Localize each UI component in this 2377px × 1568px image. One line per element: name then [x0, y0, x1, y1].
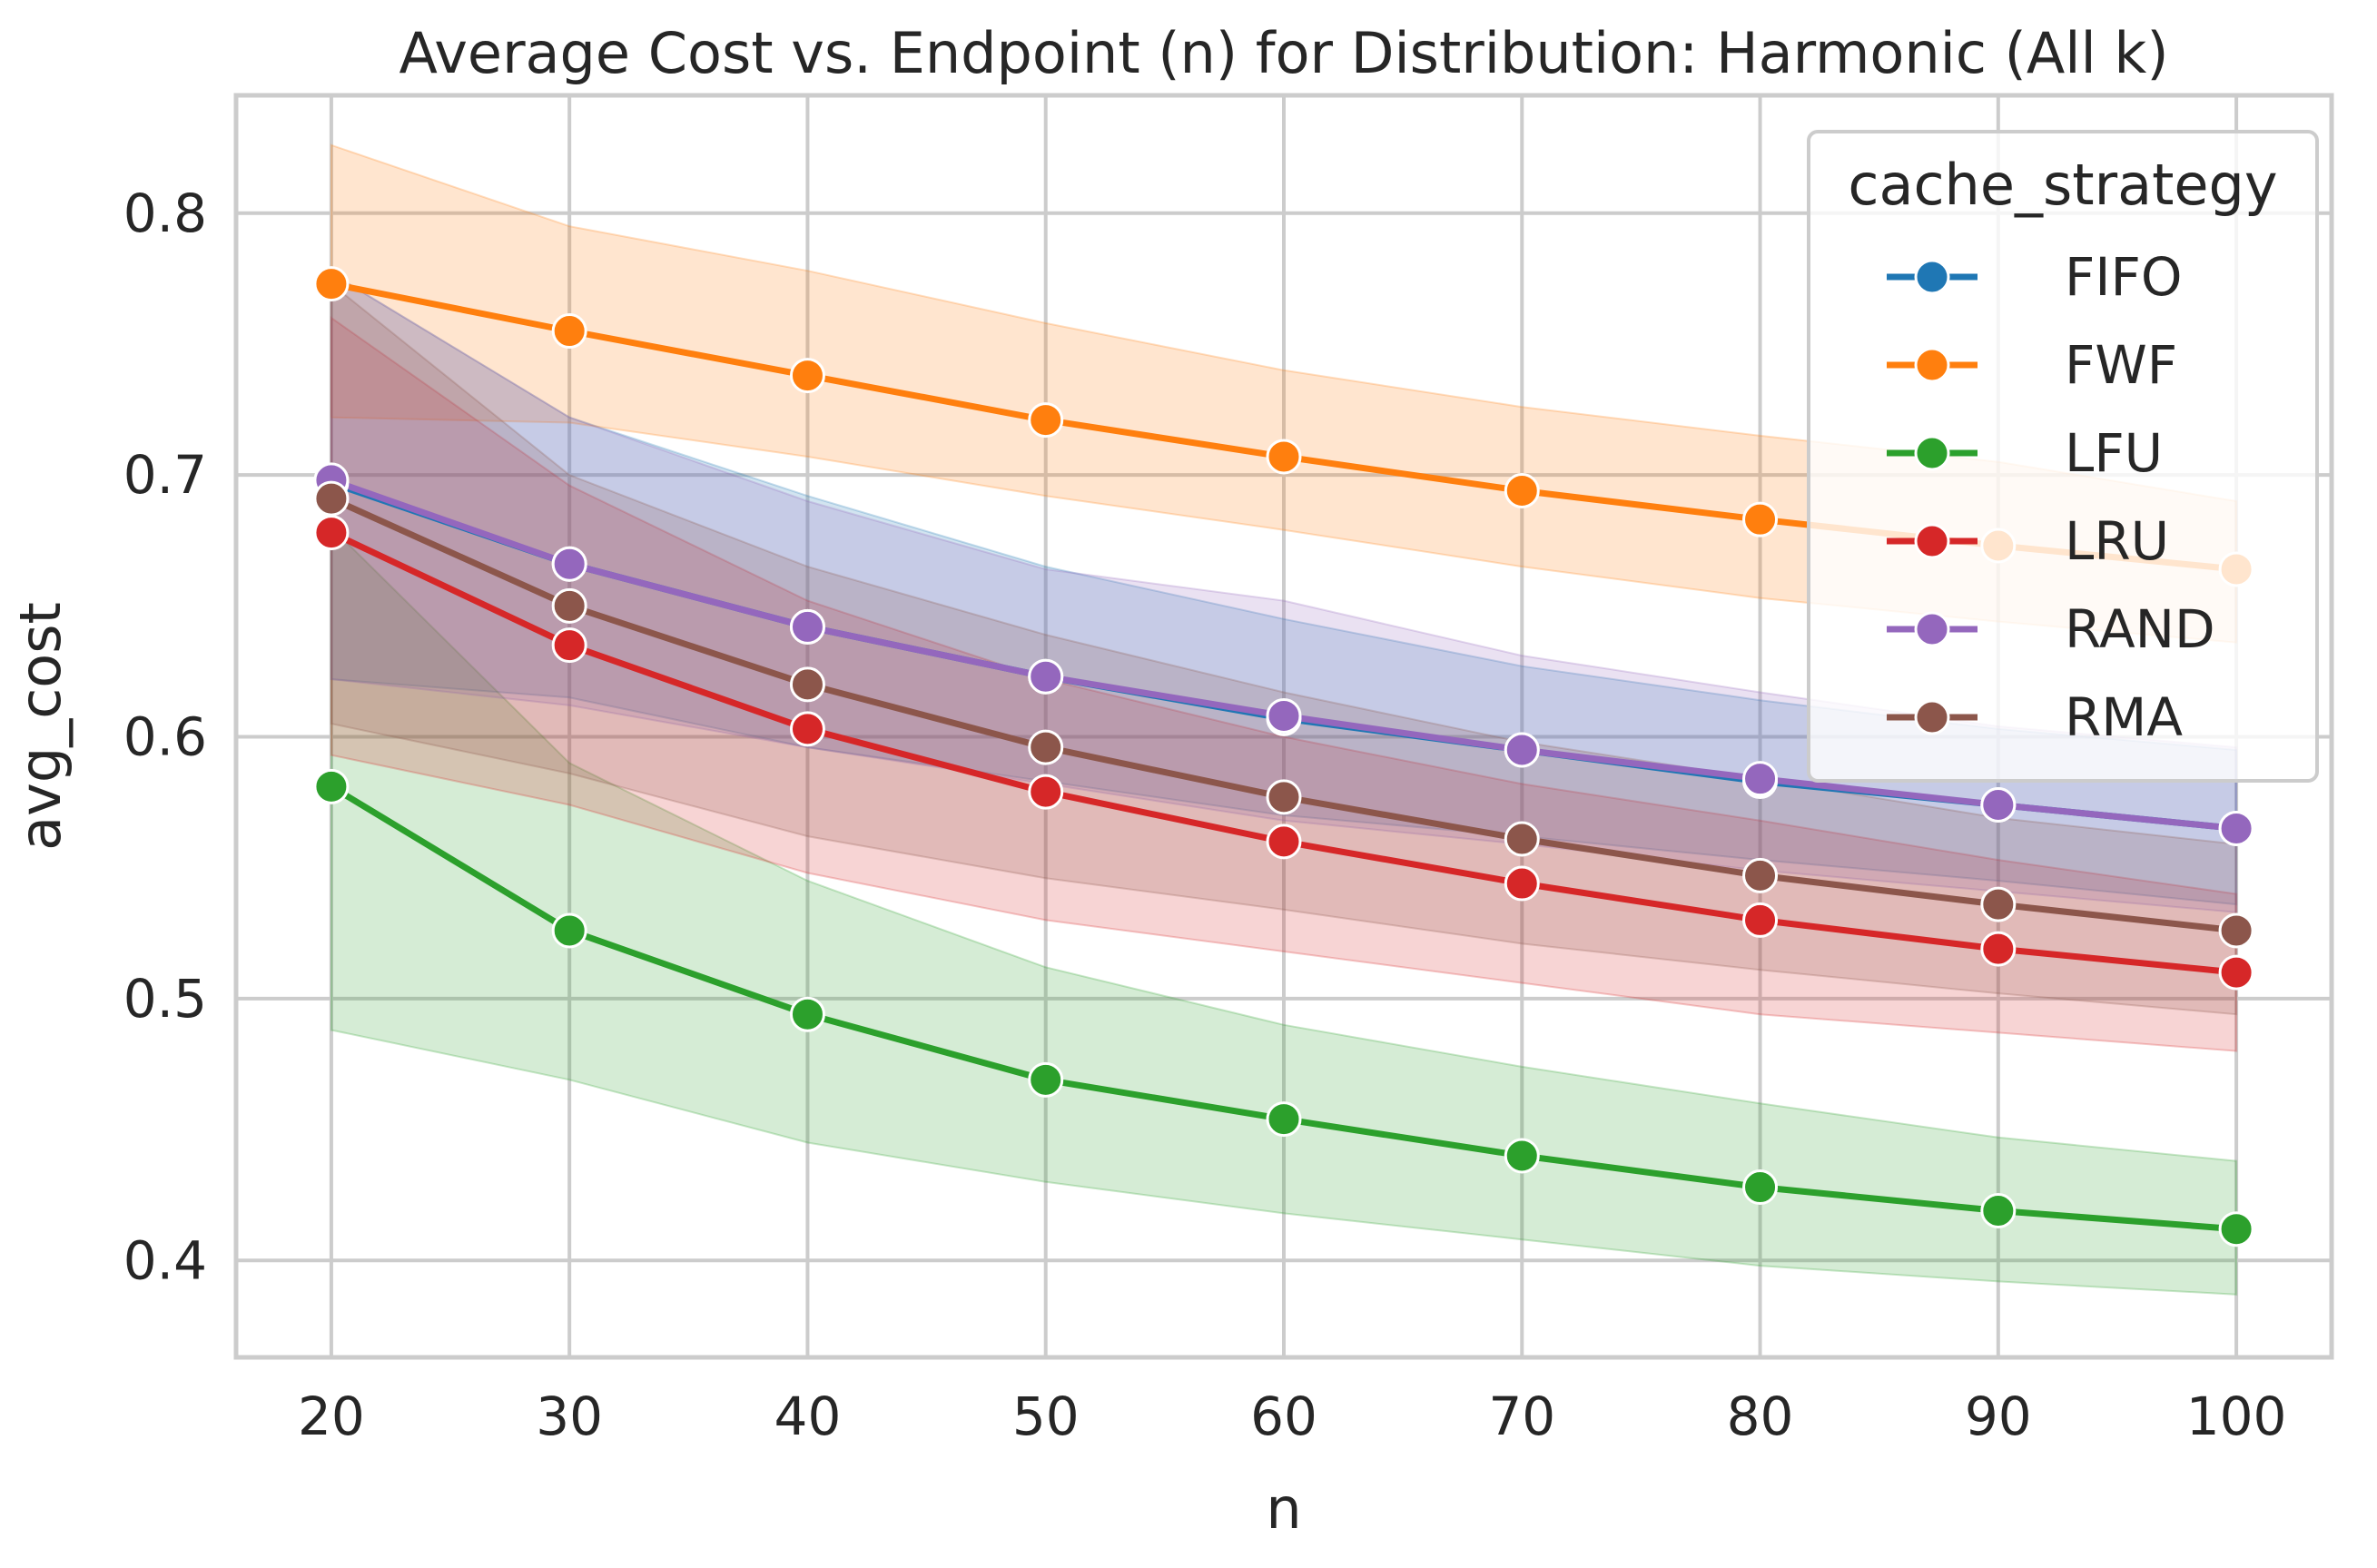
y-tick-label: 0.5: [123, 968, 207, 1030]
data-point-rand: [1504, 732, 1540, 768]
data-point-lru: [551, 627, 587, 664]
data-point-lfu: [551, 912, 587, 949]
legend-label-lru: LRU: [2065, 510, 2169, 572]
x-tick-label: 100: [2186, 1386, 2287, 1447]
data-point-rma: [1742, 857, 1779, 893]
data-point-rand: [1980, 787, 2017, 823]
data-point-fwf: [1028, 402, 1064, 439]
data-point-rand: [789, 608, 825, 645]
data-point-lfu: [789, 996, 825, 1032]
data-point-lfu: [1028, 1061, 1064, 1098]
x-tick-label: 90: [1965, 1386, 2032, 1447]
legend-marker-lfu: [1914, 435, 1950, 471]
legend-label-rma: RMA: [2065, 686, 2183, 748]
y-tick-label: 0.7: [123, 444, 207, 506]
data-point-rand: [2218, 810, 2254, 846]
data-point-lfu: [313, 768, 350, 804]
x-tick-label: 30: [536, 1386, 603, 1447]
data-point-lru: [1742, 902, 1779, 938]
data-point-rma: [551, 587, 587, 624]
ci-band-rand: [330, 271, 2238, 913]
data-point-lru: [1028, 774, 1064, 810]
ci-band-rma: [330, 281, 2238, 1016]
legend-marker-lru: [1914, 523, 1950, 559]
x-tick-label: 50: [1012, 1386, 1080, 1447]
y-tick-label: 0.6: [123, 706, 207, 768]
chart-title: Average Cost vs. Endpoint (n) for Distri…: [399, 20, 2168, 86]
plot-frame: [233, 93, 2334, 1360]
data-point-lru: [1980, 931, 2017, 967]
data-point-lru: [789, 711, 825, 747]
legend-marker-fifo: [1914, 259, 1950, 295]
data-point-lfu: [1504, 1138, 1540, 1174]
data-point-lfu: [1742, 1169, 1779, 1206]
legend-box: [1807, 130, 2319, 783]
legend-title: cache_strategy: [1848, 152, 2277, 218]
x-tick-label: 20: [298, 1386, 365, 1447]
data-point-fwf: [313, 266, 350, 302]
x-tick-label: 40: [774, 1386, 842, 1447]
data-point-fwf: [551, 313, 587, 350]
data-point-rma: [313, 480, 350, 517]
x-axis-title: n: [1266, 1475, 1301, 1542]
y-tick-label: 0.4: [123, 1229, 207, 1291]
data-point-fwf: [789, 358, 825, 394]
x-tick-label: 60: [1250, 1386, 1317, 1447]
data-point-rma: [1980, 886, 2017, 922]
data-point-lru: [313, 515, 350, 551]
y-axis-title: avg_cost: [7, 602, 74, 851]
legend-label-fwf: FWF: [2065, 334, 2177, 396]
legend-items: FIFO FWF LFU LRU RAND RMA: [1887, 246, 2215, 748]
data-point-lru: [1266, 823, 1302, 860]
data-point-fwf: [1504, 472, 1540, 508]
data-point-rand: [551, 546, 587, 582]
legend-marker-rand: [1914, 611, 1950, 647]
data-point-rma: [2218, 912, 2254, 949]
y-tick-label: 0.8: [123, 182, 207, 244]
x-tick-label: 80: [1727, 1386, 1794, 1447]
data-point-lru: [2218, 954, 2254, 991]
legend-label-lfu: LFU: [2065, 422, 2163, 484]
data-point-lfu: [2218, 1211, 2254, 1247]
data-point-fwf: [1742, 501, 1779, 537]
data-point-rand: [1266, 697, 1302, 734]
data-point-lru: [1504, 865, 1540, 902]
data-point-lfu: [1266, 1101, 1302, 1138]
legend-marker-rma: [1914, 699, 1950, 735]
y-tick-labels: 0.4 0.5 0.6 0.7 0.8: [123, 182, 207, 1292]
data-point-lfu: [1980, 1193, 2017, 1229]
x-tick-label: 70: [1488, 1386, 1555, 1447]
data-point-rand: [1028, 658, 1064, 695]
legend-label-fifo: FIFO: [2065, 246, 2182, 308]
legend-label-rand: RAND: [2065, 598, 2215, 660]
data-point-rma: [1028, 729, 1064, 765]
legend-marker-fwf: [1914, 347, 1950, 383]
ci-band-lfu: [330, 525, 2238, 1296]
data-point-rand: [1742, 761, 1779, 797]
data-point-rma: [1266, 779, 1302, 815]
data-point-fwf: [1266, 439, 1302, 475]
x-tick-labels: 20 30 40 50 60 70 80 90 100: [298, 1386, 2286, 1447]
legend: cache_strategy FIFO FWF LFU LRU RAND RMA: [1807, 130, 2319, 783]
data-point-rma: [789, 666, 825, 703]
data-point-rma: [1504, 821, 1540, 857]
series-points: [313, 266, 2254, 1247]
